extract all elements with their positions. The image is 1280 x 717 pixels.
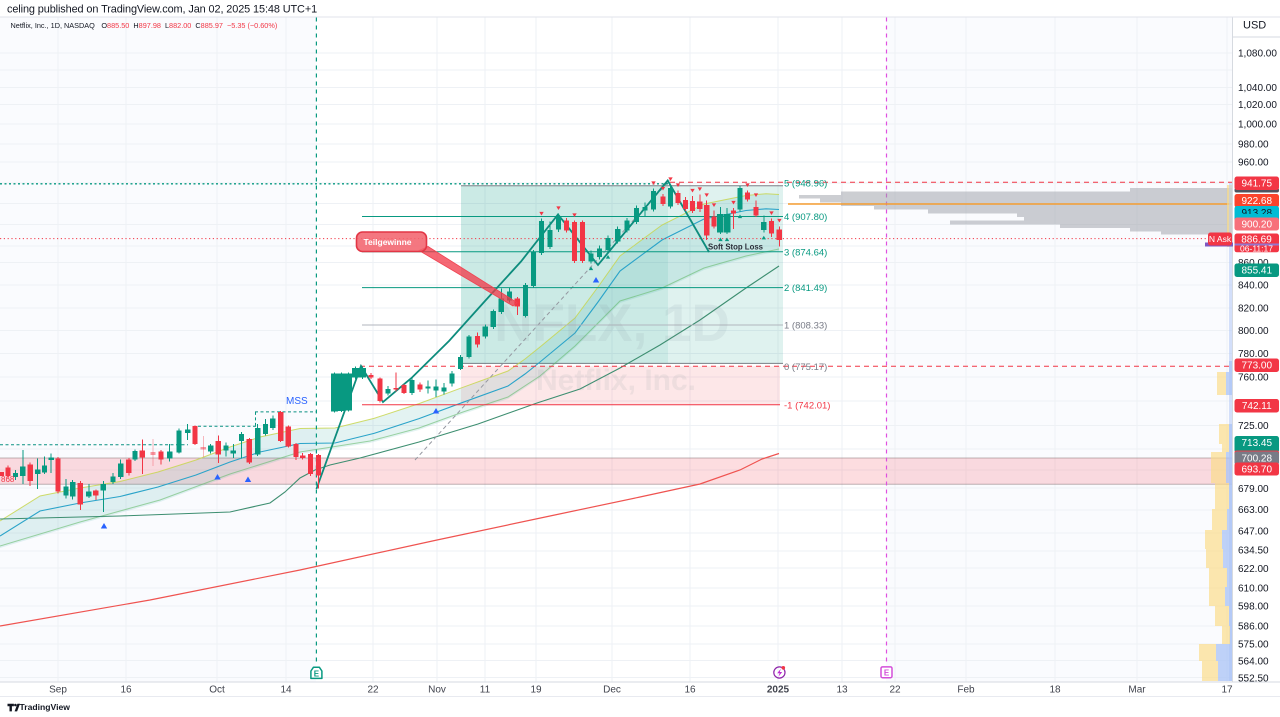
svg-text:11: 11 (480, 685, 491, 696)
svg-text:586.00: 586.00 (1238, 622, 1269, 633)
svg-text:663.00: 663.00 (1238, 505, 1269, 516)
svg-text:693.70: 693.70 (1241, 465, 1272, 476)
svg-text:2 (841.49): 2 (841.49) (784, 283, 827, 294)
svg-text:700.28: 700.28 (1241, 454, 1272, 465)
svg-text:622.00: 622.00 (1238, 564, 1269, 575)
svg-text:Oct: Oct (209, 685, 225, 696)
svg-text:17: 17 (1221, 685, 1233, 696)
svg-text:634.50: 634.50 (1238, 546, 1269, 557)
svg-text:22: 22 (367, 685, 379, 696)
svg-text:552.50: 552.50 (1238, 674, 1269, 685)
svg-text:941.75: 941.75 (1241, 179, 1272, 190)
svg-text:22: 22 (889, 685, 901, 696)
svg-text:1,000.00: 1,000.00 (1238, 120, 1277, 131)
svg-text:647.00: 647.00 (1238, 527, 1269, 538)
svg-text:840.00: 840.00 (1238, 281, 1269, 292)
svg-text:Sep: Sep (49, 685, 67, 696)
svg-text:800.00: 800.00 (1238, 326, 1269, 337)
svg-text:900.20: 900.20 (1241, 220, 1272, 231)
svg-text:742.11: 742.11 (1242, 401, 1272, 412)
svg-text:960.00: 960.00 (1238, 158, 1269, 169)
svg-text:Teilgewinne: Teilgewinne (364, 237, 412, 247)
svg-text:922.68: 922.68 (1241, 196, 1272, 207)
svg-text:0 (775.17): 0 (775.17) (784, 362, 827, 373)
svg-text:2025: 2025 (767, 685, 790, 696)
svg-text:1,020.00: 1,020.00 (1238, 100, 1277, 111)
svg-text:820.00: 820.00 (1238, 304, 1269, 315)
svg-text:Soft Stop Loss: Soft Stop Loss (708, 242, 764, 251)
svg-text:1,040.00: 1,040.00 (1238, 83, 1277, 94)
svg-text:773.00: 773.00 (1241, 361, 1272, 372)
svg-text:NFLX, 1D: NFLX, 1D (494, 294, 730, 353)
svg-text:868: 868 (1, 475, 15, 484)
svg-text:MSS: MSS (286, 396, 308, 407)
svg-text:855.41: 855.41 (1241, 266, 1272, 277)
svg-text:913.28: 913.28 (1241, 208, 1272, 219)
svg-text:USD: USD (1243, 20, 1266, 32)
svg-text:980.00: 980.00 (1238, 140, 1269, 151)
svg-text:5 (948.96): 5 (948.96) (784, 179, 827, 190)
svg-text:19: 19 (530, 685, 542, 696)
svg-text:E: E (884, 669, 890, 678)
svg-text:18: 18 (1049, 685, 1061, 696)
svg-text:610.00: 610.00 (1238, 584, 1269, 595)
svg-text:-1 (742.01): -1 (742.01) (784, 400, 830, 411)
svg-text:16: 16 (684, 685, 696, 696)
svg-text:celing published on TradingVie: celing published on TradingView.com, Jan… (7, 4, 317, 16)
svg-text:780.00: 780.00 (1238, 349, 1269, 360)
svg-text:06-11:17: 06-11:17 (1240, 244, 1273, 254)
svg-text:Mar: Mar (1128, 685, 1146, 696)
svg-text:N Ask: N Ask (1209, 234, 1232, 244)
svg-text:725.00: 725.00 (1238, 421, 1269, 432)
svg-text:564.00: 564.00 (1238, 657, 1269, 668)
svg-text:16: 16 (120, 685, 132, 696)
svg-text:3 (874.64): 3 (874.64) (784, 247, 827, 258)
svg-text:713.45: 713.45 (1241, 438, 1272, 449)
svg-text:TradingView: TradingView (20, 702, 71, 712)
svg-text:886.69: 886.69 (1241, 235, 1272, 246)
svg-text:13: 13 (836, 685, 848, 696)
svg-text:14: 14 (280, 685, 292, 696)
svg-text:575.00: 575.00 (1238, 640, 1269, 651)
svg-text:760.00: 760.00 (1238, 373, 1269, 384)
svg-text:Feb: Feb (957, 685, 975, 696)
svg-text:1 (808.33): 1 (808.33) (784, 321, 827, 332)
svg-text:679.00: 679.00 (1238, 484, 1269, 495)
svg-text:Dec: Dec (603, 685, 621, 696)
svg-text:Netflix, Inc.: Netflix, Inc. (536, 364, 696, 397)
svg-text:E: E (314, 670, 320, 679)
svg-text:1,080.00: 1,080.00 (1238, 49, 1277, 60)
svg-text:598.00: 598.00 (1238, 602, 1269, 613)
svg-text:Nov: Nov (428, 685, 446, 696)
svg-text:4 (907.80): 4 (907.80) (784, 212, 827, 223)
